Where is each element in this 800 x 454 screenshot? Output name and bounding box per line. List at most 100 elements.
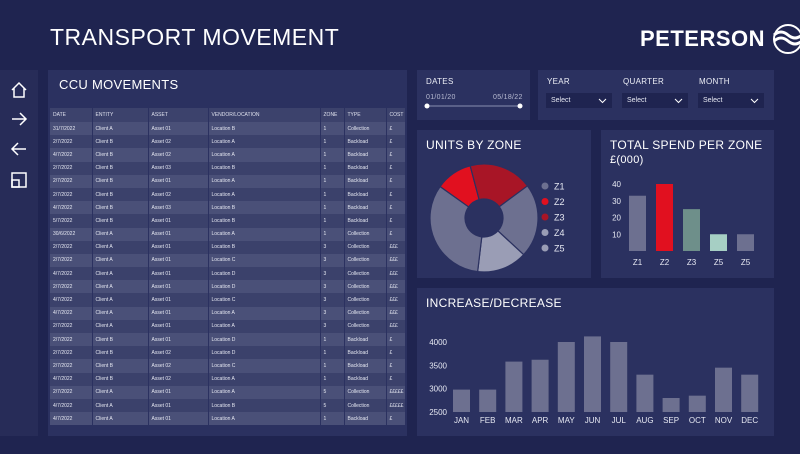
- table-row[interactable]: 2/7/2022 Client B Asset 02 Location C 1 Backl…: [50, 359, 406, 373]
- table-cell: Client A: [92, 293, 149, 307]
- end-handle[interactable]: [517, 103, 523, 109]
- column-header[interactable]: VENDOR/LOCATION: [208, 108, 321, 122]
- month-select[interactable]: Select: [698, 93, 764, 108]
- quarter-select[interactable]: Select: [622, 93, 688, 108]
- column-header[interactable]: ENTITY: [92, 108, 149, 122]
- bar-sep[interactable]: [662, 398, 680, 412]
- table-cell: Location C: [208, 253, 321, 268]
- table-cell: Location B: [208, 240, 321, 254]
- column-header[interactable]: COST: [386, 108, 406, 122]
- legend-label: Z2: [554, 197, 565, 207]
- table-row[interactable]: 31/7/2022 Client A Asset 01 Location B 1 Coll…: [50, 122, 406, 136]
- table-cell: Client B: [92, 135, 149, 149]
- table-cell: £: [386, 187, 406, 202]
- page-title: TRANSPORT MOVEMENT: [50, 24, 340, 50]
- units-donut-chart: Z1 Z2 Z3 Z4 Z5: [429, 163, 565, 273]
- start-handle[interactable]: [424, 103, 430, 109]
- table-cell: Collection: [344, 122, 387, 136]
- arrow-left-icon[interactable]: [9, 139, 29, 159]
- donut-slice-z1[interactable]: [429, 185, 483, 273]
- table-cell: 4/7/2022: [50, 372, 93, 386]
- table-cell: Client B: [92, 148, 149, 162]
- bar-z5[interactable]: [710, 234, 727, 251]
- table-cell: Backload: [344, 372, 387, 386]
- x-tick-label: Z1: [633, 258, 643, 267]
- table-cell: Client B: [92, 174, 149, 188]
- layout-icon[interactable]: [9, 170, 29, 190]
- table-row[interactable]: 4/7/2022 Client A Asset 01 Location A 1 Backl…: [50, 412, 406, 426]
- bar-z1[interactable]: [629, 195, 646, 251]
- table-cell: Collection: [344, 306, 387, 320]
- ccu-movements-panel: CCU MOVEMENTS DATE ENTITY ASSET VENDOR/LOCA…: [48, 70, 407, 436]
- table-row[interactable]: 2/7/2022 Client B Asset 02 Location A 1 Backl…: [50, 187, 406, 202]
- table-row[interactable]: 2/7/2022 Client B Asset 03 Location B 1 Backl…: [50, 161, 406, 175]
- y-tick-label: 3500: [429, 361, 447, 370]
- table-cell: 2/7/2022: [50, 319, 93, 333]
- table-row[interactable]: 2/7/2022 Client B Asset 01 Location A 1 Backl…: [50, 174, 406, 188]
- bar-z3[interactable]: [683, 209, 700, 251]
- table-row[interactable]: 4/7/2022 Client A Asset 01 Location C 3 Colle…: [50, 293, 406, 307]
- table-row[interactable]: 2/7/2022 Client A Asset 01 Location C 3 Colle…: [50, 253, 406, 268]
- year-select[interactable]: Select: [546, 93, 612, 108]
- bar-jan[interactable]: [453, 389, 470, 412]
- table-cell: 4/7/2022: [50, 148, 93, 162]
- table-row[interactable]: 4/7/2022 Client A Asset 01 Location A 3 Colle…: [50, 306, 406, 320]
- table-row[interactable]: 4/7/2022 Client A Asset 01 Location D 3 Colle…: [50, 267, 406, 281]
- chevron-down-icon: [674, 98, 683, 104]
- table-row[interactable]: 2/7/2022 Client A Asset 01 Location A 3 Colle…: [50, 319, 406, 333]
- arrow-right-icon[interactable]: [9, 109, 29, 129]
- table-cell: Client B: [92, 214, 149, 228]
- table-cell: £: [386, 372, 406, 386]
- bar-z2[interactable]: [656, 184, 673, 251]
- table-cell: 1: [320, 187, 345, 202]
- bar-jun[interactable]: [584, 336, 601, 412]
- home-icon[interactable]: [9, 80, 29, 100]
- table-cell: Location C: [208, 293, 321, 307]
- table-cell: Client A: [92, 398, 149, 413]
- table-row[interactable]: 2/7/2022 Client B Asset 01 Location D 1 Backl…: [50, 333, 406, 347]
- table-cell: Location A: [208, 227, 321, 241]
- table-cell: 1: [320, 161, 345, 175]
- increase-decrease-panel: INCREASE/DECREASE 2500 3000 3500 4000 JAN FEB…: [417, 288, 774, 436]
- table-cell: 4/7/2022: [50, 412, 93, 426]
- donut-slice-z5[interactable]: [497, 185, 539, 256]
- table-row[interactable]: 2/7/2022 Client B Asset 02 Location A 1 Backl…: [50, 135, 406, 149]
- table-cell: Asset 02: [148, 135, 209, 149]
- table-row[interactable]: 30/6/2022 Client A Asset 01 Location A 1 Coll…: [50, 227, 406, 241]
- table-row[interactable]: 4/7/2022 Client B Asset 03 Location B 1 Backl…: [50, 201, 406, 215]
- bar-nov[interactable]: [715, 367, 732, 412]
- date-range-slider[interactable]: [417, 90, 530, 120]
- table-cell: 1: [320, 201, 345, 215]
- column-header[interactable]: TYPE: [344, 108, 387, 122]
- column-header[interactable]: ZONE: [320, 108, 345, 122]
- bar-oct[interactable]: [688, 395, 706, 412]
- table-row[interactable]: 4/7/2022 Client B Asset 02 Location A 1 Backl…: [50, 148, 406, 162]
- table-row[interactable]: 2/7/2022 Client A Asset 01 Location D 3 Colle…: [50, 280, 406, 294]
- table-row[interactable]: 4/7/2022 Client B Asset 02 Location A 1 Backl…: [50, 372, 406, 386]
- table-cell: Client B: [92, 372, 149, 386]
- table-cell: Location A: [208, 412, 321, 426]
- bar-feb[interactable]: [479, 389, 497, 412]
- units-by-zone-panel: UNITS BY ZONE Z1 Z2 Z3 Z4 Z5: [417, 130, 591, 278]
- bar-z5[interactable]: [737, 234, 754, 251]
- column-header[interactable]: DATE: [50, 108, 93, 122]
- table-cell: 1: [320, 346, 345, 360]
- table-cell: Collection: [344, 385, 387, 399]
- table-row[interactable]: 2/7/2022 Client A Asset 01 Location B 3 Colle…: [50, 240, 406, 254]
- bar-apr[interactable]: [531, 359, 549, 412]
- legend-marker: [541, 213, 549, 221]
- bar-mar[interactable]: [505, 361, 523, 412]
- table-row[interactable]: 2/7/2022 Client A Asset 01 Location A 5 Colle…: [50, 385, 406, 399]
- table-cell: 5: [320, 385, 345, 399]
- bar-jul[interactable]: [610, 342, 628, 412]
- column-header[interactable]: ASSET: [148, 108, 209, 122]
- bar-may[interactable]: [557, 342, 575, 412]
- table-row[interactable]: 5/7/2022 Client B Asset 01 Location B 1 Backl…: [50, 214, 406, 228]
- table-cell: Asset 01: [148, 412, 209, 426]
- table-row[interactable]: 2/7/2022 Client B Asset 02 Location D 1 Backl…: [50, 346, 406, 360]
- table-row[interactable]: 4/7/2022 Client A Asset 01 Location B 5 Colle…: [50, 398, 406, 413]
- bar-dec[interactable]: [741, 374, 759, 412]
- brand-logo: PETERSON: [640, 24, 800, 54]
- bar-aug[interactable]: [636, 374, 654, 412]
- table-cell: £££: [386, 267, 406, 281]
